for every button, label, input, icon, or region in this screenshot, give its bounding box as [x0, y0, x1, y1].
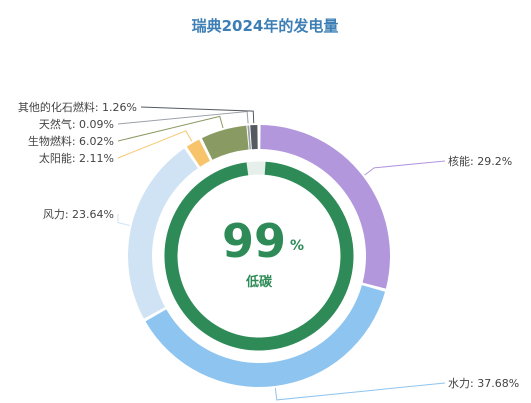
leader-line-other-fossil	[140, 106, 255, 124]
center-value: 99	[222, 214, 286, 268]
slice-label-hydro: 水力: 37.68%	[448, 377, 519, 390]
slice-label-other-fossil: 其他的化石燃料: 1.26%	[18, 100, 137, 114]
slice-other-fossil	[250, 125, 258, 150]
leader-line-hydro	[274, 382, 446, 401]
leader-line-natural-gas	[117, 110, 249, 125]
center-label: 低碳	[245, 274, 273, 290]
chart-title: 瑞典2024年的发电量	[192, 17, 339, 35]
slice-label-nuclear: 核能: 29.2%	[448, 154, 512, 168]
slice-hydro	[145, 285, 386, 387]
slice-label-biofuel: 生物燃料: 6.02%	[28, 134, 114, 148]
slice-solar	[186, 139, 211, 167]
inner-ring-low-carbon	[164, 161, 354, 351]
slice-biofuel	[201, 125, 249, 160]
leader-lines	[117, 106, 446, 401]
slice-natural-gas	[247, 125, 251, 150]
leader-line-nuclear	[364, 160, 446, 176]
leader-line-solar	[117, 130, 193, 159]
center-unit: %	[290, 238, 304, 254]
leader-line-wind	[117, 213, 130, 226]
leader-line-biofuel	[117, 115, 224, 142]
slice-label-wind: 风力: 23.64%	[43, 208, 114, 221]
slice-nuclear	[260, 125, 390, 289]
slice-label-solar: 太阳能: 2.11%	[39, 151, 114, 165]
outer-ring	[128, 125, 390, 387]
slice-wind	[128, 148, 198, 319]
slice-label-natural-gas: 天然气: 0.09%	[39, 117, 114, 131]
